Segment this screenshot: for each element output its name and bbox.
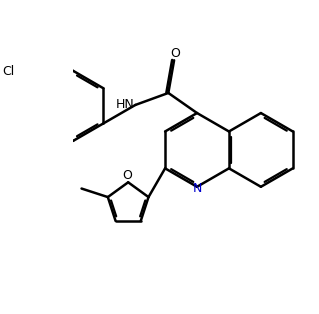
Text: O: O [122, 169, 132, 181]
Text: N: N [193, 182, 203, 195]
Text: O: O [170, 46, 180, 60]
Text: Cl: Cl [2, 65, 14, 78]
Text: HN: HN [115, 98, 134, 111]
